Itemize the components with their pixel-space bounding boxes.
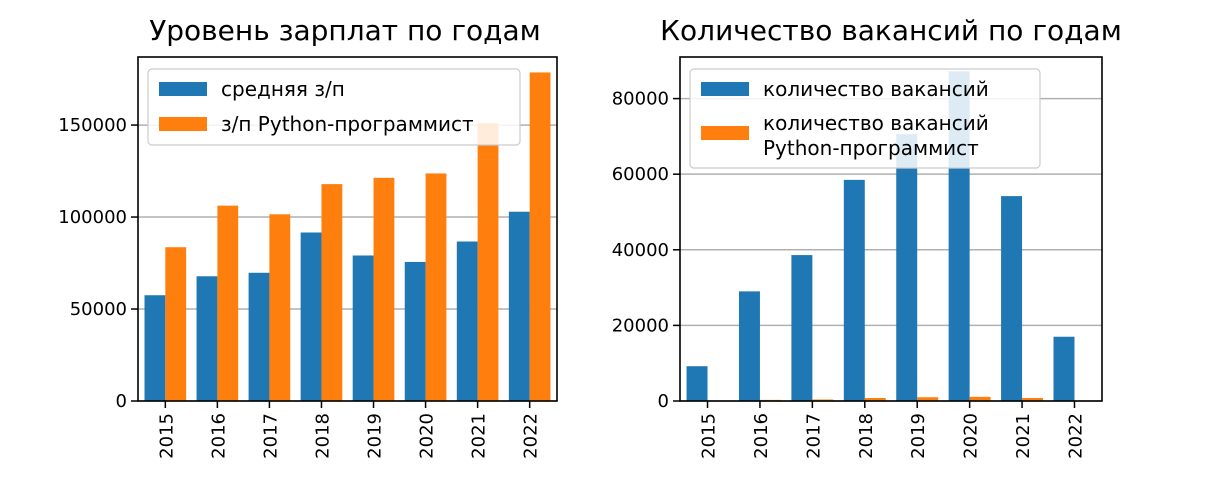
x-tick-label: 2018 — [856, 413, 877, 459]
bar-primary-2017 — [248, 272, 270, 401]
y-tick-label: 20000 — [612, 315, 669, 336]
y-tick-label: 60000 — [612, 164, 669, 185]
legend-box — [147, 68, 521, 146]
bar-python-2016 — [217, 205, 239, 401]
x-tick-label: 2019 — [908, 413, 929, 459]
bar-python-2022 — [529, 72, 551, 402]
bar-primary-2017 — [791, 255, 813, 401]
salary-chart: Уровень зарплат по годам 0 50000 100000 1500… — [58, 14, 558, 459]
bar-primary-2021 — [1001, 196, 1023, 401]
x-tick-label: 2015 — [156, 413, 177, 459]
legend-box — [689, 68, 1041, 169]
x-tick-label: 2019 — [365, 413, 386, 459]
bar-primary-2018 — [843, 179, 865, 401]
y-tick-label: 100000 — [58, 207, 127, 228]
bar-primary-2022 — [1053, 336, 1075, 401]
legend-label: количество вакансий Python-программист — [763, 111, 989, 160]
y-tick-label: 50000 — [70, 299, 127, 320]
bar-primary-2019 — [896, 134, 918, 401]
bar-primary-2022 — [508, 211, 530, 401]
axes-frame — [679, 56, 1103, 402]
bar-primary-2016 — [196, 276, 218, 401]
legend-label-line: средняя з/п — [221, 77, 345, 101]
x-tick-label: 2022 — [1065, 413, 1086, 459]
y-tick-label: 0 — [658, 391, 669, 412]
y-tick-label: 150000 — [58, 115, 127, 136]
x-tick-label: 2018 — [312, 413, 333, 459]
legend-label: количество вакансий — [763, 77, 989, 101]
bar-primary-2018 — [300, 232, 322, 401]
axes-frame — [137, 56, 558, 402]
legend-swatch — [701, 126, 749, 140]
y-tick-label: 80000 — [612, 89, 669, 110]
bar-python-2018 — [864, 397, 886, 401]
x-tick-label: 2021 — [1013, 413, 1034, 459]
y-tick-label: 0 — [116, 391, 127, 412]
legend-swatch — [159, 82, 207, 96]
bar-python-2019 — [917, 397, 939, 401]
bar-primary-2015 — [144, 295, 166, 401]
x-tick-label: 2020 — [417, 413, 438, 459]
legend-label-line: количество вакансий — [763, 111, 989, 135]
legend-label-line: з/п Python-программист — [221, 112, 474, 136]
chart-title: Количество вакансий по годам — [660, 14, 1122, 47]
bar-python-2021 — [1022, 397, 1044, 401]
chart-title: Уровень зарплат по годам — [149, 14, 541, 47]
bar-primary-2020 — [404, 261, 426, 401]
bar-primary-2019 — [352, 255, 374, 401]
x-tick-label: 2020 — [961, 413, 982, 459]
x-tick-label: 2021 — [469, 413, 490, 459]
legend-swatch — [159, 117, 207, 131]
bar-python-2018 — [321, 184, 343, 401]
legend-label-line: количество вакансий — [763, 77, 989, 101]
vacancies-chart: Количество вакансий по годам 0 20000 40000 6… — [612, 14, 1122, 459]
bar-primary-2015 — [686, 366, 708, 401]
y-tick-label: 40000 — [612, 240, 669, 261]
bar-python-2020 — [425, 173, 447, 401]
bar-primary-2016 — [738, 291, 760, 401]
legend-swatch — [701, 82, 749, 96]
x-tick-label: 2017 — [803, 413, 824, 459]
bar-python-2015 — [165, 247, 187, 401]
bar-python-2020 — [969, 396, 991, 401]
x-tick-label: 2022 — [521, 413, 542, 459]
legend-label: средняя з/п — [221, 77, 345, 101]
bar-python-2019 — [373, 177, 395, 401]
bar-python-2021 — [477, 123, 499, 401]
x-tick-label: 2017 — [260, 413, 281, 459]
x-tick-label: 2016 — [208, 413, 229, 459]
x-tick-label: 2015 — [699, 413, 720, 459]
legend-label-line: Python-программист — [763, 136, 979, 160]
bar-python-2017 — [269, 214, 291, 401]
legend-label: з/п Python-программист — [221, 112, 474, 136]
bar-primary-2021 — [456, 241, 478, 401]
x-tick-label: 2016 — [751, 413, 772, 459]
